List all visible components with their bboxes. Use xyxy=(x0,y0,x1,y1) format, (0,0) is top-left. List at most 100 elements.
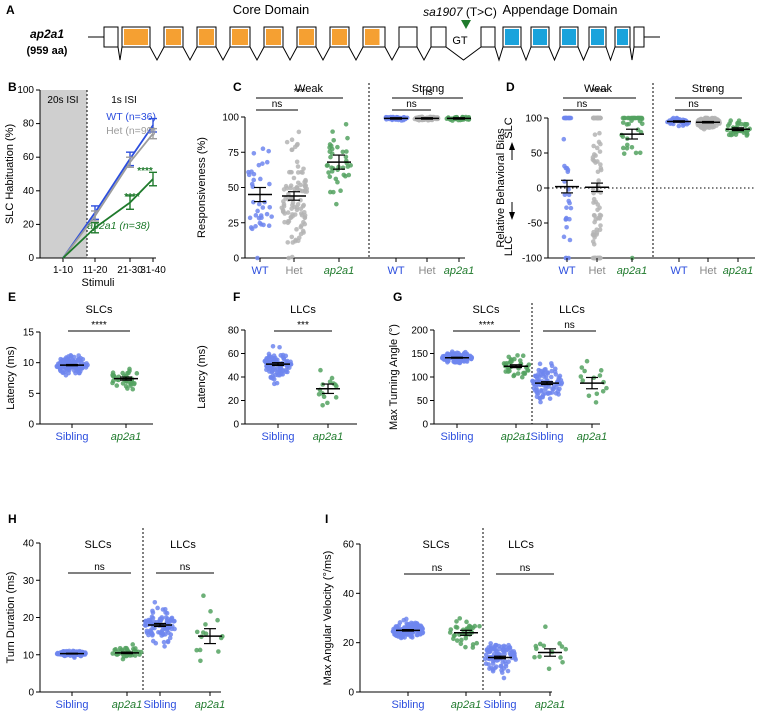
data-point xyxy=(329,375,335,381)
data-point xyxy=(578,374,584,379)
data-point xyxy=(343,121,349,127)
data-point xyxy=(639,115,645,121)
data-point xyxy=(408,623,413,629)
data-point xyxy=(635,115,641,121)
data-point xyxy=(490,668,496,674)
data-point xyxy=(464,619,469,625)
intron-connector xyxy=(416,46,432,62)
x-tick-label: ap2a1 xyxy=(723,265,754,277)
data-point xyxy=(600,388,606,394)
data-point xyxy=(594,145,600,151)
y-tick-label: 0 xyxy=(233,420,239,431)
x-tick-label: 11-20 xyxy=(83,265,108,276)
y-tick-label: 20 xyxy=(23,613,35,624)
data-point xyxy=(458,641,464,647)
data-point xyxy=(490,661,496,666)
significance-label: ns xyxy=(406,99,417,110)
significance-label: **** xyxy=(479,320,495,331)
data-point xyxy=(54,363,60,369)
data-point xyxy=(246,172,252,178)
data-point xyxy=(289,234,295,240)
intron-connector xyxy=(282,46,298,62)
significance-label: ns xyxy=(422,87,433,98)
section-title: LLCs xyxy=(170,539,196,551)
y-tick-label: 0 xyxy=(233,254,239,265)
panel-f-llc-latency-chart: F 0 20 40 60 80 Latency (ms) LLCs Sibling ap2a1 **… xyxy=(196,290,357,443)
data-point xyxy=(624,142,630,148)
data-point xyxy=(159,629,164,634)
data-point xyxy=(488,641,493,646)
intron-connector xyxy=(445,46,482,61)
panel-letter: I xyxy=(325,512,328,526)
x-tick-label: Sibling xyxy=(261,431,294,443)
y-tick-label: -50 xyxy=(528,219,543,230)
data-point xyxy=(303,179,308,184)
data-point xyxy=(564,205,569,210)
data-point xyxy=(338,188,343,194)
intron-connector xyxy=(629,46,635,61)
x-tick-label: Sibling xyxy=(391,699,424,711)
data-point xyxy=(739,121,744,127)
data-point xyxy=(507,651,513,656)
data-point xyxy=(292,144,298,150)
core-domain-fill xyxy=(266,29,281,45)
data-point xyxy=(264,367,269,373)
panel-letter: H xyxy=(8,512,17,526)
data-point xyxy=(549,390,555,395)
data-point xyxy=(283,353,289,359)
section-title: LLCs xyxy=(508,539,534,551)
data-point xyxy=(194,629,200,635)
y-tick-label: 100 xyxy=(222,113,239,124)
chart-title: LLCs xyxy=(290,304,316,316)
data-point xyxy=(345,135,350,141)
data-point xyxy=(280,372,286,377)
exon-box xyxy=(430,26,447,48)
data-point xyxy=(630,115,636,121)
section-title: Strong xyxy=(692,83,724,95)
data-point xyxy=(506,642,511,648)
y-tick-label: 80 xyxy=(23,119,35,130)
data-point xyxy=(509,357,514,362)
data-point xyxy=(160,607,166,612)
isi-shading xyxy=(40,90,87,258)
data-point xyxy=(157,616,163,622)
data-point xyxy=(73,370,78,376)
data-point xyxy=(531,385,537,391)
data-point xyxy=(483,661,489,666)
data-point xyxy=(520,353,526,359)
data-point xyxy=(536,367,542,373)
significance-label: ns xyxy=(688,99,699,110)
data-point xyxy=(284,185,290,191)
data-point xyxy=(285,210,291,215)
data-point xyxy=(582,368,587,374)
intron-connector xyxy=(520,46,532,62)
x-tick-label: ap2a1 xyxy=(112,699,143,711)
data-point xyxy=(130,386,136,392)
data-point xyxy=(598,368,604,373)
data-point xyxy=(515,371,521,376)
data-point xyxy=(620,145,626,151)
data-point xyxy=(316,391,322,397)
data-point xyxy=(725,123,731,128)
data-point xyxy=(248,225,254,230)
data-point xyxy=(333,395,339,400)
data-point xyxy=(288,183,294,188)
y-tick-label: 50 xyxy=(531,149,543,160)
data-point xyxy=(298,211,304,216)
data-point xyxy=(289,254,295,260)
data-point xyxy=(266,148,271,154)
exon-box xyxy=(398,26,418,48)
data-point xyxy=(159,633,164,638)
y-axis-label: Latency (ms) xyxy=(196,345,208,409)
section-title: SLCs xyxy=(85,539,112,551)
data-point xyxy=(250,184,256,190)
data-point xyxy=(560,660,565,665)
data-point xyxy=(561,234,567,240)
data-point xyxy=(507,368,512,374)
core-domain-fill xyxy=(124,29,148,45)
significance-label: * xyxy=(707,87,711,98)
data-point xyxy=(499,670,505,675)
y-tick-label: 40 xyxy=(343,589,355,600)
y-tick-label: 40 xyxy=(228,373,240,384)
y-axis-label: Turn Duration (ms) xyxy=(5,572,17,664)
